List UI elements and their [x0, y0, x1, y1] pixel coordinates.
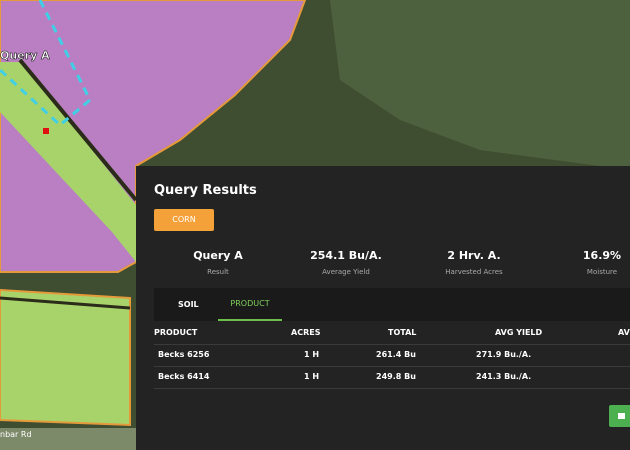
print-icon — [618, 413, 625, 419]
stat: Query A Result — [158, 249, 278, 276]
terrain — [330, 0, 630, 170]
cell: 1 H — [304, 372, 320, 381]
stat-value: 254.1 Bu/A. — [310, 249, 382, 262]
divider — [154, 344, 630, 345]
col-header: AVG YIELD — [495, 328, 543, 337]
stat-label: Harvested Acres — [445, 268, 503, 276]
cell: 249.8 Bu — [376, 372, 416, 381]
road — [0, 296, 131, 310]
field-zone — [0, 62, 136, 262]
cell: 241.3 Bu./A. — [476, 372, 532, 381]
cell: Becks 6414 — [158, 372, 210, 381]
tab[interactable]: SOIL — [178, 300, 199, 309]
stat: 16.9% Moisture — [542, 249, 630, 276]
map-label: Query A — [0, 49, 50, 62]
stat: 2 Hrv. A. Harvested Acres — [414, 249, 534, 276]
road — [18, 58, 138, 202]
cell: 271.9 Bu./A. — [476, 350, 532, 359]
divider — [154, 388, 630, 389]
col-header: AVG — [618, 328, 630, 337]
marker — [43, 128, 49, 134]
field-zone — [0, 288, 131, 427]
print-button[interactable] — [609, 405, 630, 427]
tab-bar: SOIL PRODUCT — [154, 288, 630, 321]
road — [0, 428, 136, 450]
col-header: TOTAL — [388, 328, 417, 337]
query-panel: Query Results CORN Query A Result 254.1 B… — [136, 166, 630, 450]
tab-active[interactable]: PRODUCT — [218, 288, 282, 321]
road-label: nbar Rd — [0, 430, 32, 439]
field-zone — [0, 0, 307, 273]
stat: 254.1 Bu/A. Average Yield — [286, 249, 406, 276]
stat-value: 16.9% — [582, 249, 622, 262]
tag-text: CORN — [172, 215, 196, 224]
stat-label: Result — [207, 268, 229, 276]
col-header: ACRES — [291, 328, 321, 337]
stat-value: Query A — [193, 249, 243, 262]
stat-label: Average Yield — [322, 268, 370, 276]
cell: 261.4 Bu — [376, 350, 416, 359]
panel-title: Query Results — [154, 183, 257, 198]
cell: 1 H — [304, 350, 320, 359]
query-outline — [0, 0, 92, 127]
stat-label: Moisture — [586, 268, 618, 276]
stat-value: 2 Hrv. A. — [447, 249, 501, 262]
crop-tag[interactable]: CORN — [154, 209, 214, 231]
cell: Becks 6256 — [158, 350, 210, 359]
col-header: PRODUCT — [154, 328, 198, 337]
divider — [154, 366, 630, 367]
